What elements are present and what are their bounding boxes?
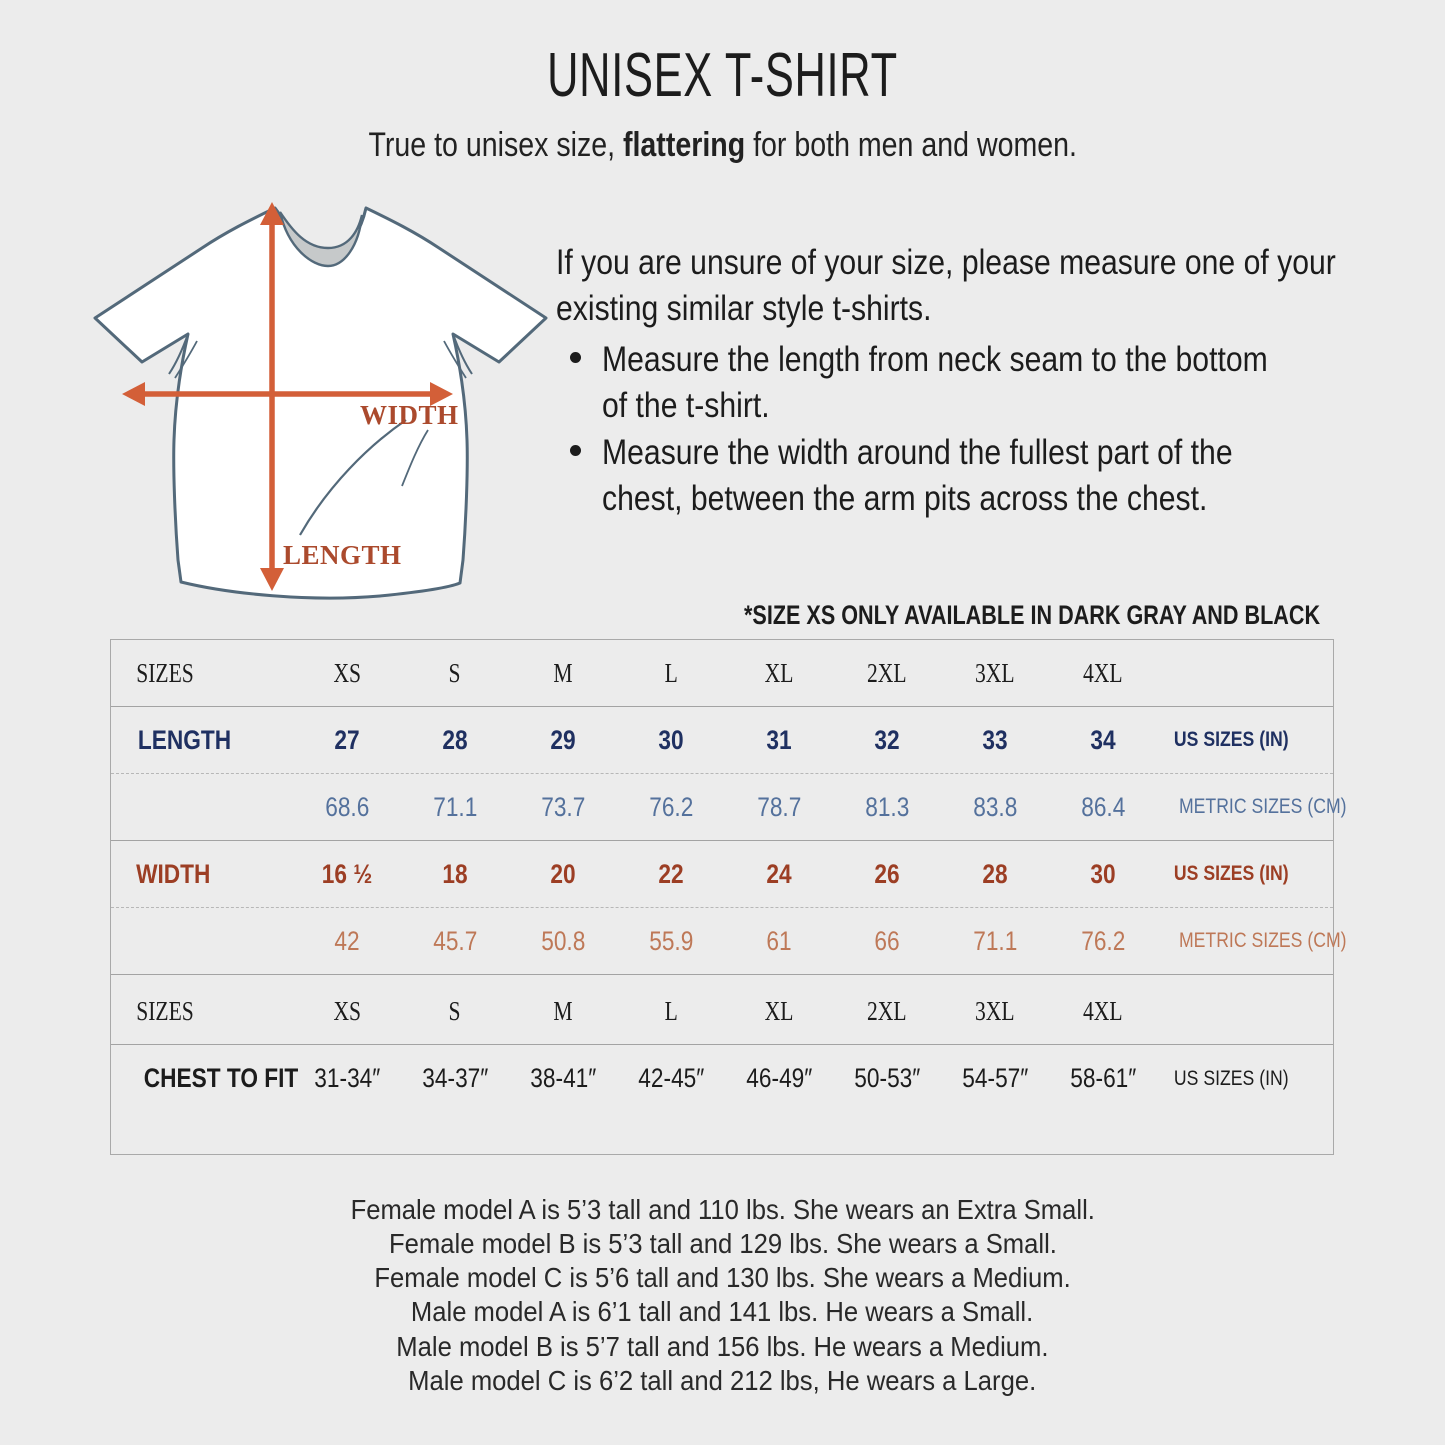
svg-text:WIDTH: WIDTH — [360, 400, 459, 430]
svg-text:LENGTH: LENGTH — [283, 540, 402, 570]
